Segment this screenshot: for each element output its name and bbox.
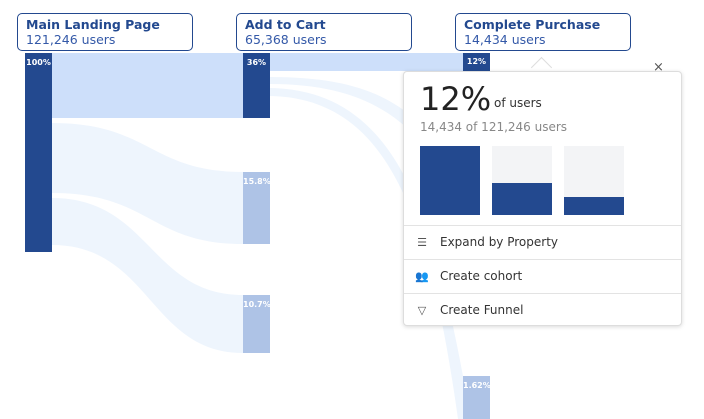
bar-1-62[interactable]: 1.62% — [463, 376, 491, 419]
flow-cart-purchase — [270, 53, 463, 71]
popup-detail: 14,434 of 121,246 users — [420, 120, 568, 134]
expand-by-property-button[interactable]: ☰ Expand by Property — [404, 225, 681, 258]
bar-cart-36[interactable]: 36% — [243, 53, 270, 118]
action-label: Expand by Property — [440, 235, 559, 249]
step-title: Complete Purchase — [464, 17, 601, 32]
step-detail-popup: 12% of users 14,434 of 121,246 users ☰ E… — [403, 71, 682, 326]
step-add-to-cart[interactable]: Add to Cart 65,368 users — [236, 13, 412, 51]
popup-percent: 12% — [420, 80, 492, 118]
step-complete-purchase[interactable]: Complete Purchase 14,434 users — [455, 13, 631, 51]
list-icon: ☰ — [417, 235, 427, 249]
mini-bar-fill — [564, 197, 624, 215]
step-title: Main Landing Page — [26, 17, 160, 32]
mini-bar-fill — [420, 146, 480, 215]
mini-bar — [492, 146, 552, 215]
bar-landing-100[interactable]: 100% — [25, 53, 52, 252]
step-users: 14,434 users — [464, 32, 546, 47]
step-users: 121,246 users — [26, 32, 116, 47]
bar-15-8[interactable]: 15.8% — [243, 172, 271, 244]
create-funnel-button[interactable]: ▽ Create Funnel — [404, 293, 681, 326]
bar-purchase-12[interactable]: 12% — [463, 53, 490, 71]
step-title: Add to Cart — [245, 17, 326, 32]
flow-landing-cart — [52, 53, 243, 118]
step-main-landing-page[interactable]: Main Landing Page 121,246 users — [17, 13, 193, 51]
action-label: Create cohort — [440, 269, 523, 283]
popup-of-label: of users — [494, 96, 542, 110]
flow-landing-10 — [52, 198, 243, 353]
mini-bar — [420, 146, 480, 215]
bar-10-7[interactable]: 10.7% — [243, 295, 271, 353]
mini-bar-fill — [492, 183, 552, 215]
close-icon[interactable]: × — [653, 60, 664, 75]
mini-bar — [564, 146, 624, 215]
create-cohort-button[interactable]: 👥 Create cohort — [404, 259, 681, 292]
flow-landing-15 — [52, 123, 243, 244]
funnel-icon: ▽ — [417, 303, 427, 317]
step-users: 65,368 users — [245, 32, 327, 47]
users-icon: 👥 — [415, 269, 429, 283]
action-label: Create Funnel — [440, 303, 524, 317]
